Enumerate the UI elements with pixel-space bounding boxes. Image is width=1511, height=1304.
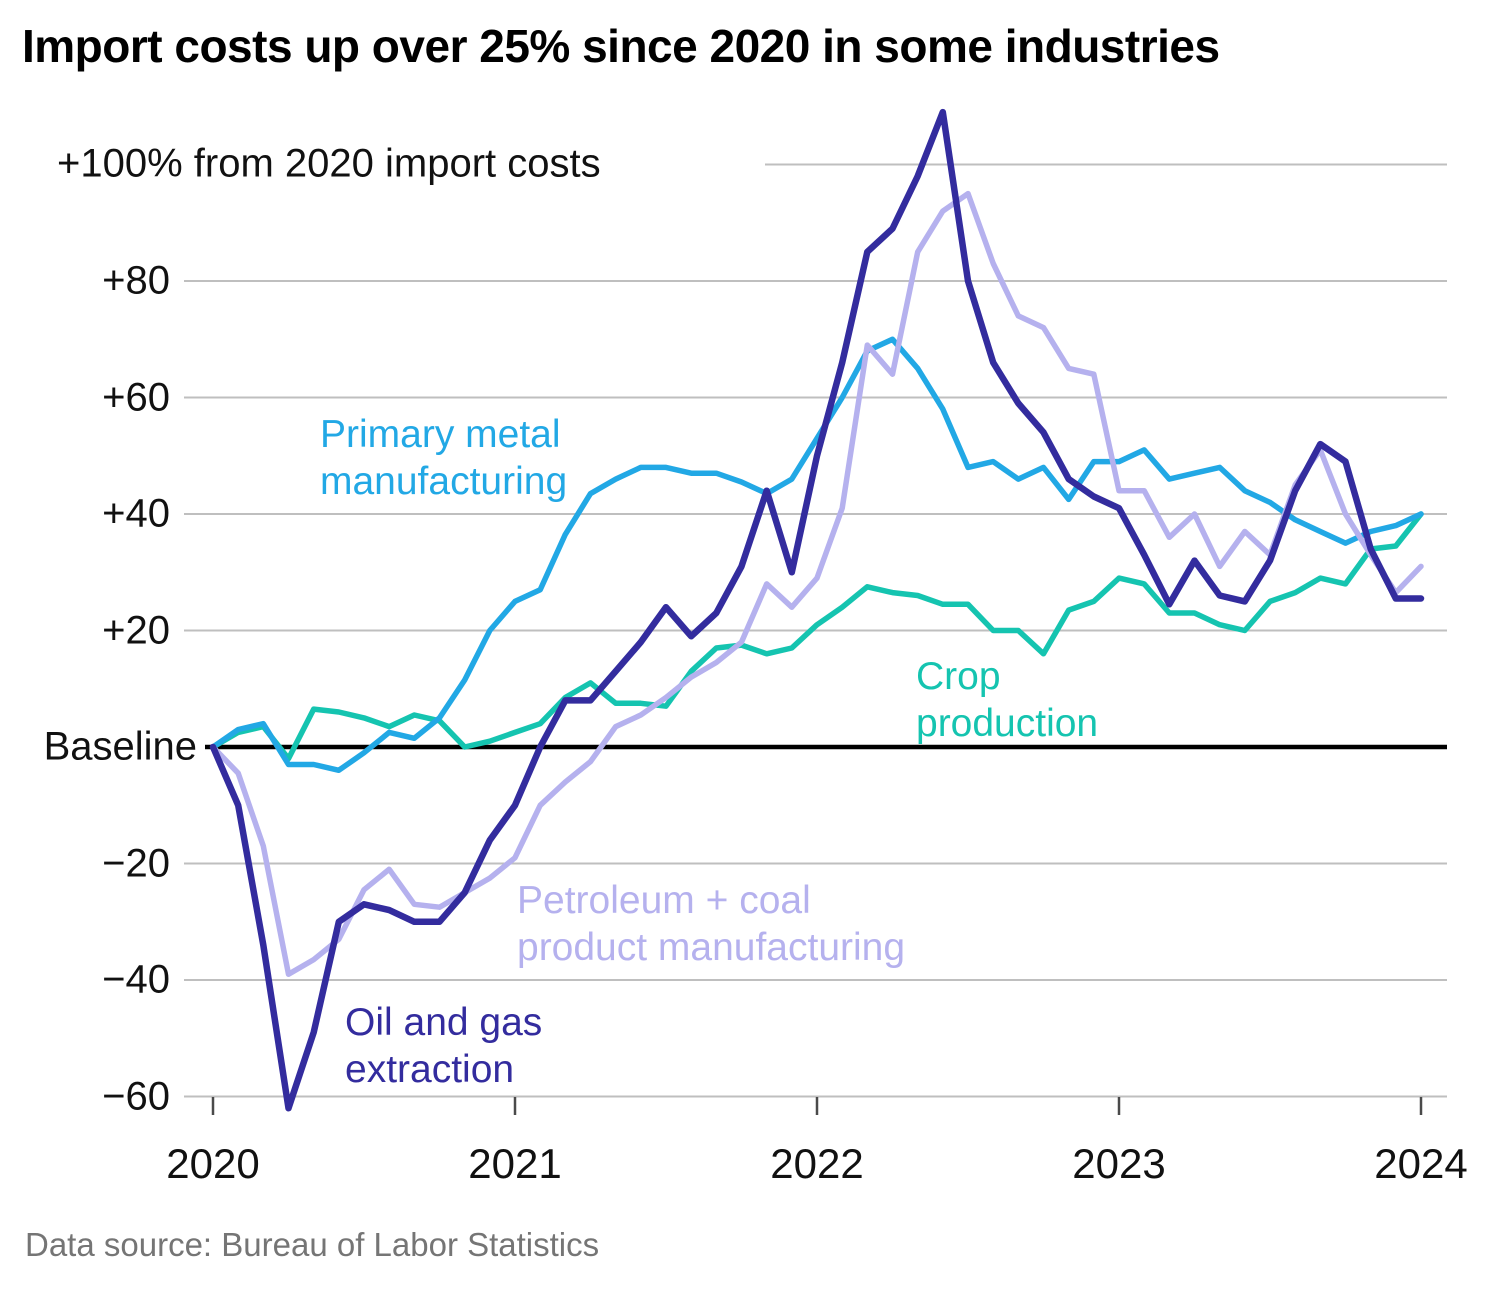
- x-axis-year-label-2024: 2024: [1374, 1140, 1468, 1187]
- y-axis-label-+80: +80: [102, 258, 170, 303]
- series-label-petroleum-coal-product-manufacturing: Petroleum + coal product manufacturing: [517, 877, 905, 971]
- data-source-note: Data source: Bureau of Labor Statistics: [25, 1226, 600, 1263]
- series-label-text: manufacturing: [320, 460, 568, 503]
- y-axis-unit-label: +100% from 2020 import costs: [57, 141, 601, 186]
- x-axis-year-label-2022: 2022: [770, 1140, 864, 1187]
- series-label-crop-production: Crop production: [916, 653, 1098, 747]
- y-axis-label-+60: +60: [102, 375, 170, 419]
- series-label-oil-and-gas-extraction: Oil and gas extraction: [345, 999, 542, 1093]
- series-line-primary-metal-manufacturing: [210, 336, 1424, 774]
- series-line-crop-production: [210, 511, 1424, 762]
- series-label-text: Oil and gas: [345, 1001, 543, 1044]
- y-axis-label-+40: +40: [102, 491, 170, 536]
- x-axis-year-label-2020: 2020: [166, 1140, 260, 1187]
- series-label-text: product manufacturing: [517, 926, 906, 969]
- x-axis-year-label-2023: 2023: [1072, 1140, 1166, 1187]
- chart-title: Import costs up over 25% since 2020 in s…: [22, 20, 1220, 72]
- y-axis-label-baseline: Baseline: [43, 724, 197, 769]
- series-label-text: Petroleum + coal: [517, 879, 811, 922]
- series-label-primary-metal-manufacturing: Primary metal manufacturing: [320, 411, 567, 505]
- series-label-text: Crop: [916, 655, 1001, 698]
- y-axis-label-−60: −60: [102, 1074, 170, 1118]
- y-axis-label-−20: −20: [102, 841, 170, 885]
- y-axis-label-+20: +20: [102, 608, 170, 652]
- series-line-petroleum-coal-product-manufacturing: [210, 190, 1424, 977]
- y-axis-label-−40: −40: [102, 957, 170, 1002]
- series-label-text: extraction: [345, 1048, 515, 1091]
- x-axis-year-label-2021: 2021: [468, 1140, 562, 1187]
- series-label-text: Primary metal: [320, 413, 561, 456]
- series-label-text: production: [916, 702, 1099, 745]
- series-line-oil-and-gas-extraction: [209, 108, 1425, 1112]
